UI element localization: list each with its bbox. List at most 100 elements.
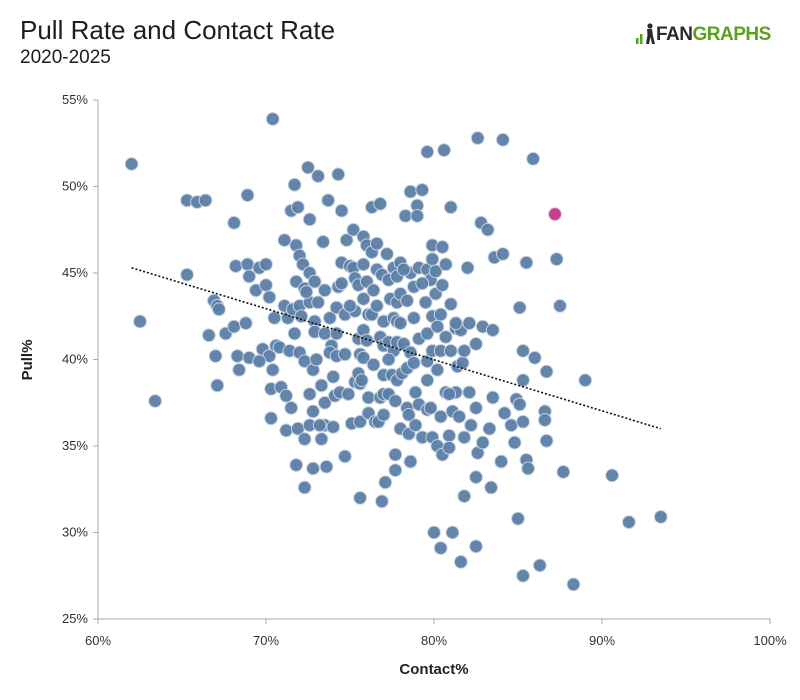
data-point[interactable] <box>238 316 253 331</box>
data-point[interactable] <box>621 515 636 530</box>
data-point[interactable] <box>435 278 450 293</box>
data-point[interactable] <box>539 433 554 448</box>
data-point[interactable] <box>556 465 571 479</box>
data-point[interactable] <box>378 475 393 490</box>
data-point[interactable] <box>494 454 509 469</box>
data-point[interactable] <box>354 373 369 388</box>
data-point[interactable] <box>284 401 299 415</box>
data-point[interactable] <box>133 314 147 329</box>
data-point[interactable] <box>516 414 530 429</box>
data-point[interactable] <box>401 407 416 422</box>
data-point[interactable] <box>317 395 332 410</box>
data-point[interactable] <box>532 558 547 573</box>
data-point[interactable] <box>289 458 304 472</box>
data-point[interactable] <box>264 411 278 426</box>
data-point[interactable] <box>322 311 337 325</box>
data-point[interactable] <box>400 293 415 308</box>
data-point[interactable] <box>314 432 329 446</box>
data-point[interactable] <box>240 257 255 272</box>
data-point[interactable] <box>338 347 352 362</box>
data-point[interactable] <box>469 337 483 351</box>
data-point[interactable] <box>369 236 384 251</box>
data-point[interactable] <box>437 143 451 158</box>
data-point[interactable] <box>442 428 457 443</box>
data-point[interactable] <box>445 525 460 540</box>
data-point[interactable] <box>376 407 391 422</box>
data-point[interactable] <box>507 435 522 450</box>
data-point[interactable] <box>331 167 346 182</box>
data-point[interactable] <box>373 196 388 211</box>
data-point[interactable] <box>381 352 396 367</box>
data-point[interactable] <box>433 541 448 555</box>
data-point[interactable] <box>410 209 425 223</box>
data-point[interactable] <box>366 283 381 298</box>
data-point[interactable] <box>230 349 245 363</box>
data-point[interactable] <box>549 252 564 267</box>
data-point[interactable] <box>334 203 349 218</box>
data-point[interactable] <box>375 494 389 509</box>
data-point[interactable] <box>497 406 512 421</box>
data-point[interactable] <box>430 362 445 377</box>
data-point[interactable] <box>457 430 472 445</box>
data-point[interactable] <box>316 234 331 249</box>
data-point[interactable] <box>287 326 302 341</box>
data-point[interactable] <box>388 394 403 408</box>
data-point[interactable] <box>307 274 322 289</box>
data-point[interactable] <box>438 257 453 272</box>
data-point[interactable] <box>312 418 327 433</box>
data-point[interactable] <box>433 409 448 424</box>
data-point[interactable] <box>306 461 320 476</box>
data-point[interactable] <box>208 349 223 363</box>
fangraphs-logo[interactable]: FAN GRAPHS <box>636 20 771 46</box>
data-point[interactable] <box>430 319 445 334</box>
data-point[interactable] <box>180 267 194 282</box>
data-point[interactable] <box>578 373 593 388</box>
data-point[interactable] <box>457 343 472 358</box>
data-point[interactable] <box>341 387 356 402</box>
data-point[interactable] <box>485 323 500 337</box>
data-point[interactable] <box>539 364 554 379</box>
data-point[interactable] <box>423 401 438 415</box>
data-point[interactable] <box>227 215 241 230</box>
data-point[interactable] <box>259 257 273 272</box>
data-point[interactable] <box>319 459 334 474</box>
data-point[interactable] <box>148 394 163 408</box>
data-point[interactable] <box>460 260 475 275</box>
data-point[interactable] <box>265 112 280 126</box>
data-point[interactable] <box>326 369 341 384</box>
data-point[interactable] <box>366 357 381 372</box>
data-point[interactable] <box>201 328 216 343</box>
data-point[interactable] <box>212 302 226 317</box>
data-point[interactable] <box>343 298 357 313</box>
data-point[interactable] <box>252 354 267 369</box>
data-point[interactable] <box>299 285 314 299</box>
data-point[interactable] <box>516 568 530 583</box>
data-point[interactable] <box>443 297 458 312</box>
data-point[interactable] <box>228 259 243 273</box>
data-point[interactable] <box>388 447 403 462</box>
data-point[interactable] <box>359 333 374 348</box>
data-point[interactable] <box>198 193 213 208</box>
data-point[interactable] <box>504 418 519 433</box>
data-point[interactable] <box>469 470 483 485</box>
data-point[interactable] <box>361 390 376 405</box>
data-point[interactable] <box>482 421 497 436</box>
data-point[interactable] <box>425 252 440 267</box>
data-point[interactable] <box>369 298 384 313</box>
data-point[interactable] <box>321 193 336 208</box>
data-point[interactable] <box>415 183 430 197</box>
data-point[interactable] <box>464 418 478 433</box>
data-point[interactable] <box>438 330 453 344</box>
data-point[interactable] <box>279 388 294 403</box>
data-point[interactable] <box>469 539 483 554</box>
data-point[interactable] <box>267 311 282 325</box>
data-point[interactable] <box>485 390 500 405</box>
data-point[interactable] <box>317 326 332 341</box>
data-point[interactable] <box>420 326 435 341</box>
data-point[interactable] <box>242 269 257 284</box>
data-point[interactable] <box>311 295 325 310</box>
data-point[interactable] <box>553 298 567 313</box>
data-point[interactable] <box>294 309 309 324</box>
data-point[interactable] <box>443 200 458 215</box>
data-point[interactable] <box>210 378 225 393</box>
